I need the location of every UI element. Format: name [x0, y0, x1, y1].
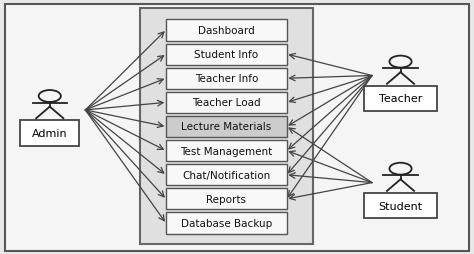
Text: Lecture Materials: Lecture Materials: [181, 122, 272, 132]
Text: Reports: Reports: [206, 194, 246, 204]
Text: Teacher Info: Teacher Info: [195, 74, 258, 84]
FancyBboxPatch shape: [166, 20, 287, 41]
FancyBboxPatch shape: [166, 165, 287, 186]
FancyBboxPatch shape: [364, 86, 437, 112]
Text: Test Management: Test Management: [180, 146, 273, 156]
FancyBboxPatch shape: [166, 44, 287, 66]
FancyBboxPatch shape: [166, 68, 287, 89]
FancyBboxPatch shape: [166, 188, 287, 210]
Text: Admin: Admin: [32, 128, 68, 138]
FancyBboxPatch shape: [166, 140, 287, 162]
Text: Teacher Load: Teacher Load: [192, 98, 261, 108]
Text: Teacher: Teacher: [379, 94, 422, 104]
FancyBboxPatch shape: [140, 9, 313, 244]
FancyBboxPatch shape: [364, 193, 437, 218]
Text: Chat/Notification: Chat/Notification: [182, 170, 271, 180]
Text: Student Info: Student Info: [194, 50, 258, 60]
FancyBboxPatch shape: [166, 213, 287, 234]
Text: Database Backup: Database Backup: [181, 218, 272, 228]
FancyBboxPatch shape: [20, 121, 79, 146]
FancyBboxPatch shape: [166, 92, 287, 114]
FancyBboxPatch shape: [166, 116, 287, 137]
Text: Dashboard: Dashboard: [198, 26, 255, 36]
FancyBboxPatch shape: [5, 5, 469, 251]
Text: Student: Student: [378, 201, 423, 211]
